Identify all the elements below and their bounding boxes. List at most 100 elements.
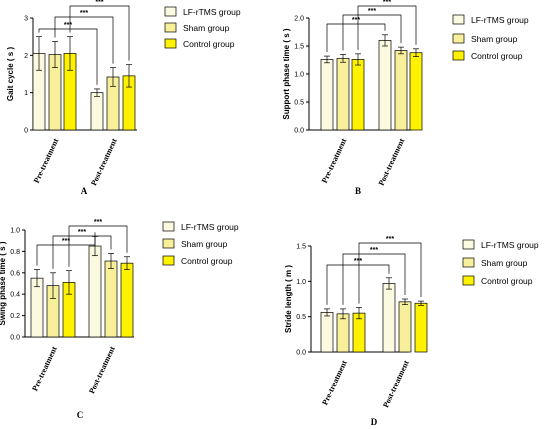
y-tick-label: 0.6 [10, 270, 20, 277]
bar-sham-group-post-treatment [104, 260, 118, 338]
bar-control-group-post-treatment [414, 302, 428, 353]
y-axis-label: Stride length ( m ) [284, 265, 293, 333]
legend-label: LF-rTMS group [183, 7, 241, 17]
significance-label: *** [95, 0, 103, 6]
error-bar [413, 48, 419, 57]
significance-bracket: *** [358, 236, 422, 304]
significance-bracket: *** [342, 8, 402, 51]
y-axis-label: Swing phase time ( s ) [0, 241, 7, 325]
y-tick-label: 1.0 [294, 72, 304, 79]
panel-letter: B [355, 186, 361, 196]
legend-swatch [164, 6, 177, 17]
y-tick-label: 1 [24, 90, 28, 97]
category-label: Post-treatment [87, 345, 117, 395]
y-tick-label: 0.4 [10, 292, 20, 299]
legend-label: LF-rTMS group [181, 222, 239, 232]
panel-a: 0 1 2 3 Gait cycle ( s ) Pre-treatment Post-tr… [6, 0, 241, 196]
significance-label: *** [386, 236, 394, 243]
error-bar [324, 55, 330, 64]
y-axis-label: Support phase time ( s ) [282, 28, 291, 119]
y-tick-label: 1.0 [10, 228, 20, 235]
error-bar [356, 307, 362, 320]
significance-label: *** [354, 258, 362, 265]
legend-label: LF-rTMS group [471, 15, 529, 25]
bar-control-group-post-treatment [120, 262, 134, 338]
bar-lf-rtms-group-post-treatment [90, 92, 104, 131]
error-bar [50, 272, 56, 299]
significance-bracket: *** [54, 10, 114, 64]
bar-sham-group-pre-treatment [336, 57, 350, 131]
significance-label: *** [62, 238, 70, 245]
legend-label: Control group [481, 276, 533, 286]
y-tick-label: 3 [24, 16, 28, 23]
y-tick-label: 0.8 [10, 249, 20, 256]
legend-label: Control group [183, 39, 235, 49]
legend-label: Sham group [471, 34, 518, 44]
error-bar [398, 46, 404, 55]
significance-bracket: *** [38, 22, 98, 85]
bar-lf-rtms-group-pre-treatment [320, 59, 334, 131]
significance-label: *** [383, 0, 391, 6]
category-label: Pre-treatment [30, 345, 59, 393]
legend-label: Control group [181, 256, 233, 266]
bar-lf-rtms-group-post-treatment [378, 40, 392, 131]
panel-letter: D [371, 417, 378, 427]
category-label: Post-treatment [377, 137, 407, 187]
error-bar [124, 256, 130, 270]
legend-swatch [462, 239, 475, 250]
y-tick-label: 2 [24, 53, 28, 60]
legend-label: Sham group [481, 258, 528, 268]
error-bar [382, 34, 388, 47]
panel-letter: C [77, 410, 84, 420]
legend-swatch [462, 275, 475, 286]
y-tick-label: 0 [24, 128, 28, 135]
bar-control-group-post-treatment [409, 52, 423, 131]
legend-swatch [162, 221, 175, 232]
y-tick-label: 0.5 [296, 314, 306, 321]
legend-swatch [162, 255, 175, 266]
category-label: Post-treatment [89, 137, 119, 187]
y-tick-label: 2.0 [294, 16, 304, 23]
significance-label: *** [78, 229, 86, 236]
legend: LF-rTMS group Sham group Control group [162, 221, 239, 266]
y-axis-label: Gait cycle ( s ) [6, 47, 15, 102]
legend-swatch [462, 257, 475, 268]
significance-label: *** [80, 10, 88, 17]
panel-letter: A [81, 186, 88, 196]
legend-swatch [164, 22, 177, 33]
legend-swatch [164, 38, 177, 49]
error-bar [108, 253, 114, 269]
legend: LF-rTMS group Sham group Control group [462, 239, 539, 286]
bar-sham-group-post-treatment [394, 50, 408, 131]
legend-swatch [452, 14, 465, 25]
significance-label: *** [64, 22, 72, 29]
significance-bracket: *** [342, 247, 406, 305]
y-tick-label: 1.0 [296, 279, 306, 286]
significance-bracket: *** [326, 17, 386, 53]
y-tick-label: 1.5 [294, 44, 304, 51]
error-bar [324, 308, 330, 317]
legend-swatch [162, 238, 175, 249]
bar-control-group-pre-treatment [351, 59, 365, 131]
error-bar [355, 53, 361, 66]
error-bar [386, 277, 392, 290]
error-bar [52, 41, 58, 69]
legend-label: Sham group [181, 239, 228, 249]
error-bar [340, 308, 346, 320]
legend-swatch [452, 50, 465, 61]
error-bar [66, 270, 72, 295]
y-tick-label: 1.5 [296, 244, 306, 251]
error-bar [67, 36, 73, 71]
error-bar [34, 269, 40, 288]
category-label: Pre-treatment [320, 137, 349, 185]
legend: LF-rTMS group Sham group Control group [164, 6, 241, 49]
error-bar [36, 36, 42, 71]
legend-label: LF-rTMS group [481, 240, 539, 250]
bar-sham-group-post-treatment [398, 301, 412, 353]
significance-bracket: *** [326, 258, 390, 305]
panel-d: 0.0 0.5 1.0 1.5 Stride length ( m ) Pre-treat… [284, 236, 539, 427]
y-tick-label: 0.0 [10, 335, 20, 342]
significance-label: *** [94, 219, 102, 226]
